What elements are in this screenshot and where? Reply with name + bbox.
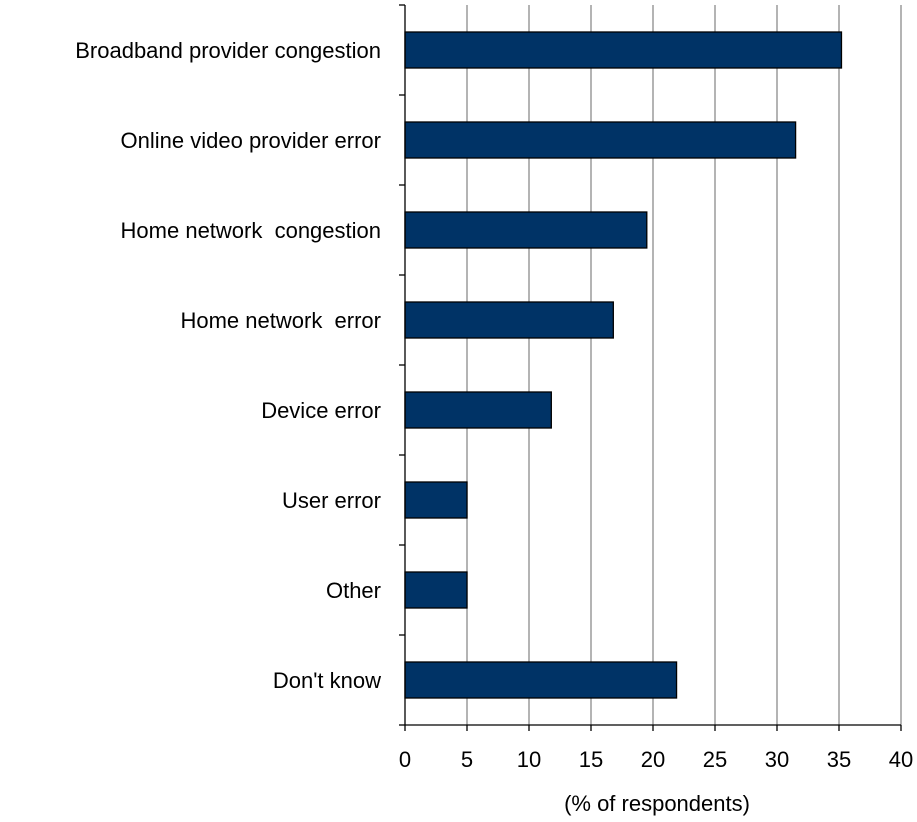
category-label-6: Other [326, 578, 381, 603]
x-tick-label-25: 25 [703, 747, 727, 772]
category-label-4: Device error [261, 398, 381, 423]
bar-1 [404, 121, 797, 159]
category-label-5: User error [282, 488, 381, 513]
category-label-3: Home network error [180, 308, 381, 333]
category-label-2: Home network congestion [121, 218, 381, 243]
x-tick-label-10: 10 [517, 747, 541, 772]
bar-6 [404, 571, 468, 609]
x-tick-label-0: 0 [399, 747, 411, 772]
category-label-0: Broadband provider congestion [75, 38, 381, 63]
bar-3 [404, 301, 614, 339]
category-label-7: Don't know [273, 668, 381, 693]
bars [404, 31, 843, 699]
x-tick-label-35: 35 [827, 747, 851, 772]
bar-7 [404, 661, 678, 699]
x-tick-label-15: 15 [579, 747, 603, 772]
bar-0 [404, 31, 843, 69]
bar-2 [404, 211, 648, 249]
bar-5 [404, 481, 468, 519]
gridlines [466, 5, 902, 725]
x-tick-label-30: 30 [765, 747, 789, 772]
labels: Broadband provider congestion Online vide… [75, 38, 913, 772]
x-axis-title: (% of respondents) [564, 791, 750, 816]
x-tick-label-5: 5 [461, 747, 473, 772]
x-tick-label-40: 40 [889, 747, 913, 772]
category-label-1: Online video provider error [121, 128, 381, 153]
x-tick-label-20: 20 [641, 747, 665, 772]
bar-4 [404, 391, 552, 429]
axes [399, 4, 902, 731]
